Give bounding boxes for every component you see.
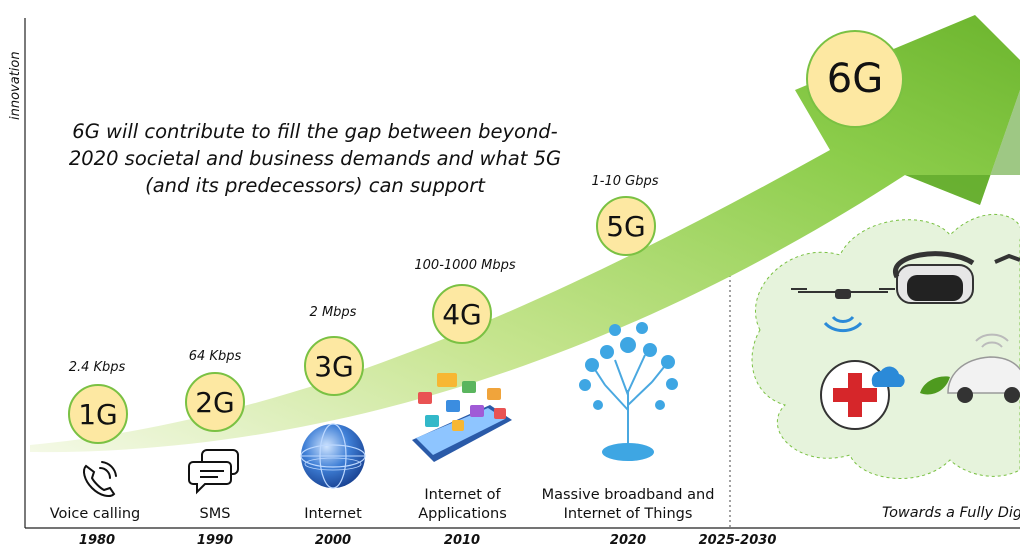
gen-circle-2g: 2G <box>185 372 245 432</box>
leaf-icon <box>920 376 950 395</box>
headline-line: 2020 societal and business demands and w… <box>68 147 562 170</box>
drone-icon <box>791 288 895 333</box>
gen-circle-3g: 3G <box>304 336 364 396</box>
vr-headset-icon <box>893 251 975 304</box>
speed-label-5g: 1-10 Gbps <box>591 174 659 189</box>
year-2010: 2010 <box>443 533 481 548</box>
tech-label-1g: Voice calling <box>49 506 141 522</box>
gen-circle-6g: 6G <box>806 30 904 128</box>
year-1980: 1980 <box>78 533 116 548</box>
speed-label-2g: 64 Kbps <box>188 349 242 364</box>
speed-label-3g: 2 Mbps <box>309 305 357 320</box>
year-2020: 2020 <box>609 533 647 548</box>
globe-icon <box>300 423 366 489</box>
year-2000: 2000 <box>314 533 352 548</box>
health-cross-icon <box>820 360 890 430</box>
tech-label-line: Applications <box>418 506 507 522</box>
growth-arrow-edge <box>905 90 1020 205</box>
future-cloud <box>751 213 1020 479</box>
smartphone-apps-icon <box>412 373 512 462</box>
autonomous-car-icon <box>947 333 1020 403</box>
tech-label-3g: Internet <box>304 506 362 522</box>
robot-arm-icon <box>994 253 1020 264</box>
phone-icon <box>83 461 117 497</box>
tech-label-line: Internet of <box>424 487 501 503</box>
speed-label-1g: 2.4 Kbps <box>68 360 126 375</box>
tech-label-4g: Internet of Applications <box>400 486 525 524</box>
headline-line: 6G will contribute to fill the gap betwe… <box>72 120 558 143</box>
future-caption: Towards a Fully Dig <box>882 505 1020 521</box>
cloud-icon <box>871 366 905 387</box>
headline: 6G will contribute to fill the gap betwe… <box>40 118 590 199</box>
gen-circle-5g: 5G <box>596 196 656 256</box>
tech-label-5g: Massive broadband and Internet of Things <box>528 486 728 524</box>
gen-circle-1g: 1G <box>68 384 128 444</box>
gen-circle-4g: 4G <box>432 284 492 344</box>
tech-label-2g: SMS <box>199 506 231 522</box>
iot-tree-icon <box>579 322 678 461</box>
growth-arrow <box>30 15 1020 453</box>
year-1990: 1990 <box>196 533 234 548</box>
headline-line: (and its predecessors) can support <box>145 174 485 197</box>
year-2025-2030: 2025-2030 <box>698 533 777 548</box>
y-axis-label: innovation <box>8 51 23 120</box>
sms-icon <box>188 449 239 495</box>
tech-label-line: Internet of Things <box>563 506 693 522</box>
speed-label-4g: 100-1000 Mbps <box>414 258 516 273</box>
tech-label-line: Massive broadband and <box>541 487 715 503</box>
